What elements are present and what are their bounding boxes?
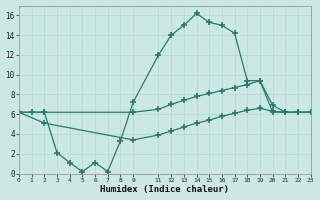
X-axis label: Humidex (Indice chaleur): Humidex (Indice chaleur) (100, 185, 229, 194)
